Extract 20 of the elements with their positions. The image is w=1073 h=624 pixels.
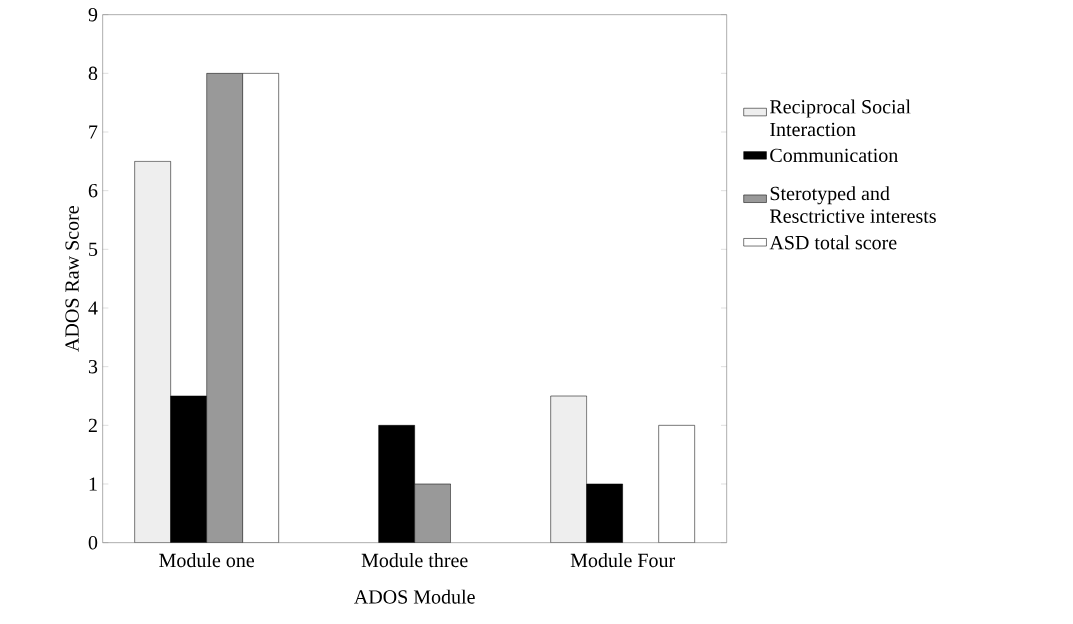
y-tick-label: 6 [88,183,98,198]
x-axis-title: ADOS Module [354,589,475,604]
y-tick-label: 4 [88,301,98,315]
legend-label: Communication [770,148,898,163]
y-tick-label: 1 [89,477,97,491]
y-tick-label: 3 [88,359,98,374]
y-tick-label: 8 [88,66,98,81]
y-tick-label: 0 [88,535,98,550]
y-tick-label: 9 [88,7,98,22]
x-tick-label: Module one [159,553,255,568]
bar [658,425,695,543]
x-tick-label: Module three [361,553,468,568]
y-axis-title: ADOS Raw Score [65,206,79,352]
legend-label: ASD total score [769,235,897,250]
legend-label: Sterotyped and Resctrictive interests [769,186,936,223]
x-tick-label: Module Four [570,553,675,568]
y-tick-label: 5 [89,242,98,256]
y-tick-label: 7 [89,125,98,139]
y-tick-label: 2 [88,418,97,432]
legend-label: Reciprocal Social Interaction [769,99,911,137]
